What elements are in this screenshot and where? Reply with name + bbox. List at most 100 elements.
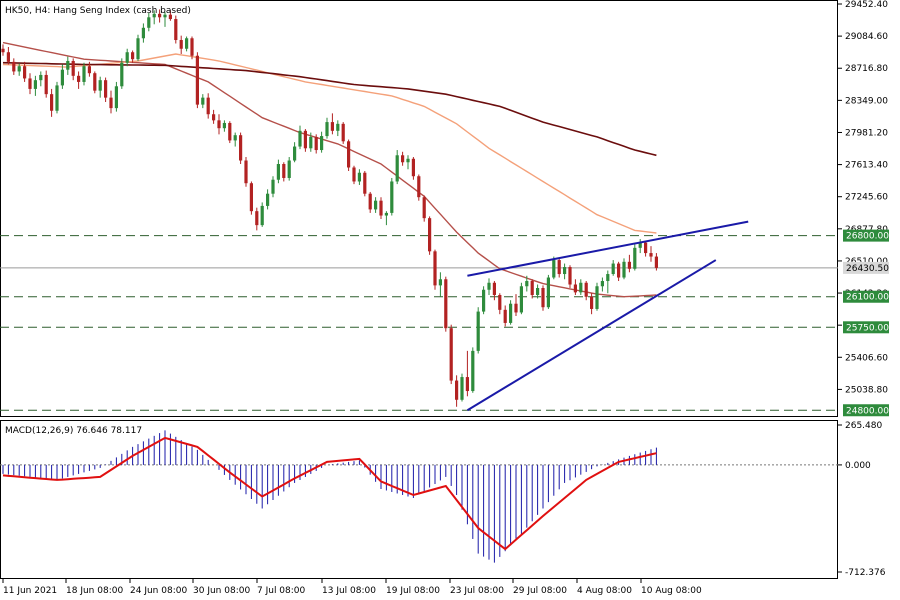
price-tick-label: 29084.60 [845,32,888,42]
candle-body [482,289,486,312]
candle-body [309,136,313,149]
candle-body [449,328,453,381]
candle-body [552,260,556,278]
trendline[interactable] [467,220,749,277]
candle-body [222,122,226,129]
candle-body [595,286,599,309]
candle-body [282,164,286,178]
candle-body [163,14,167,18]
candle-body [606,274,610,282]
macd-tick-label: 265.480 [845,421,882,431]
candle-body [460,377,464,400]
candle-body [514,303,518,313]
candle-body [82,66,86,82]
candle-body [541,288,545,308]
candle-body [12,61,16,72]
candle-body [503,309,507,323]
candle-body [417,176,421,198]
candle-body [406,158,410,163]
candle-body [314,136,318,151]
candle-body [536,288,540,295]
candle-body [233,135,237,141]
trendlines[interactable] [466,220,749,412]
candle-body [546,277,550,308]
time-tick-label: 19 Jul 08:00 [386,586,440,596]
level-label-box [843,321,889,334]
time-tick-label: 10 Aug 08:00 [641,586,702,596]
candle-body [584,282,588,297]
level-label-box [843,229,889,242]
candle-body [217,120,221,129]
candle-body [384,212,388,216]
candle-body [509,303,513,323]
candle-body [379,200,383,216]
axes: 29452.40 29084.60 28716.80 28349.00 27981.20… [2,0,889,596]
horizontal-levels [0,235,838,411]
candle-body [471,350,475,392]
price-tick-label: 29452.40 [845,0,888,10]
candle-body [77,75,81,82]
trendline[interactable] [466,259,717,412]
candle-body [44,74,48,95]
macd-tick-label: 0.000 [845,461,871,471]
candle-body [368,193,372,210]
candle-body [228,122,232,141]
candle-body [125,52,129,63]
time-tick-label: 11 Jun 2021 [3,586,57,596]
time-tick-label: 4 Aug 08:00 [577,586,632,596]
candle-body [525,281,529,287]
candle-body [465,377,469,392]
candle-body [303,130,307,149]
candle-body [152,13,156,18]
time-tick-label: 30 Jun 08:00 [193,586,250,596]
candle-body [17,66,21,72]
candle-body [147,17,151,28]
candle-body [422,197,426,219]
candle-body [255,211,259,226]
candle-body [168,14,172,20]
candle-body [201,97,205,105]
candle-body [6,52,10,62]
price-panel-frame [0,0,838,417]
candle-body [622,261,626,278]
candle-body [590,296,594,309]
candle-body [179,40,183,49]
candle-body [87,66,91,74]
time-tick-label: 24 Jun 08:00 [130,586,187,596]
candle-body [498,294,502,310]
candle-body [239,135,243,161]
level-label: 26100.00 [846,293,889,303]
candle-body [352,167,356,182]
macd-indicator [0,430,838,563]
candle-body [249,183,253,212]
candle-body [357,172,361,182]
candle-body [395,155,399,182]
time-tick-label: 7 Jul 08:00 [257,586,306,596]
macd-tick-label: -712.376 [845,568,886,578]
candle-body [60,69,64,86]
candle-body [492,282,496,295]
candle-body [530,281,534,295]
last-price-label-box [843,261,889,274]
candle-body [320,136,324,151]
candle-body [568,267,572,285]
level-label: 24800.00 [846,406,889,416]
candle-body [519,286,523,313]
candle-body [93,73,97,91]
candle-body [98,80,102,91]
candle-body [617,263,621,278]
chart-title: HK50, H4: Hang Seng Index (cash based) [5,6,191,16]
macd-panel-frame [0,420,838,579]
time-tick-label: 29 Jul 08:00 [513,586,567,596]
candle-body [66,60,70,70]
price-tick-label: 27981.20 [845,128,888,138]
candlesticks [1,9,658,407]
candle-body [71,60,75,76]
candle-body [455,380,459,400]
candle-body [1,48,5,53]
level-label: 25750.00 [846,323,889,333]
candle-body [390,181,394,213]
candle-body [109,97,113,109]
last-price-label: 26430.50 [846,264,889,274]
